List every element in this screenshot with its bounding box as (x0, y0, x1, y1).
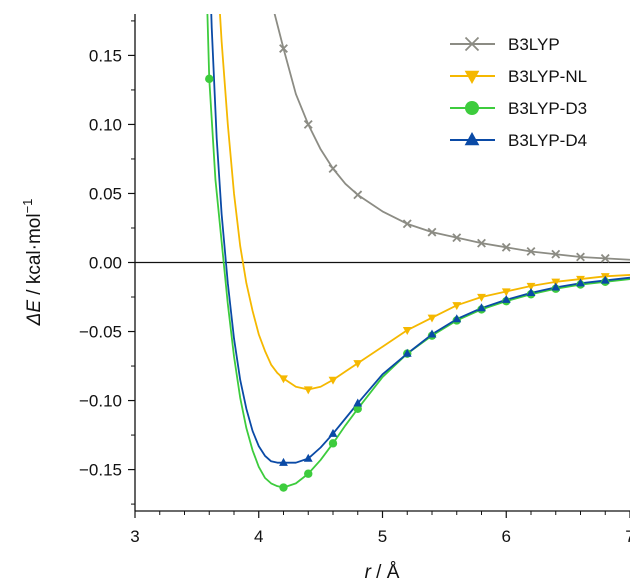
marker-triangle-up (600, 275, 610, 284)
series-line-b3lyp (273, 14, 630, 261)
marker-triangle-down (427, 314, 437, 323)
y-tick-label: 0.15 (89, 46, 122, 65)
x-axis-label: r / Å (365, 562, 400, 581)
y-tick-label: 0.05 (89, 184, 122, 203)
marker-x (328, 164, 338, 174)
marker-x (501, 242, 511, 252)
legend-item-b3lyp-nl: B3LYP-NL (450, 67, 587, 86)
marker-circle (304, 469, 313, 478)
marker-triangle-down (402, 326, 412, 335)
marker-triangle-down (328, 376, 338, 385)
marker-triangle-up (353, 398, 363, 407)
y-tick-label: −0.10 (79, 392, 122, 411)
marker-x (551, 249, 561, 259)
marker-x (402, 219, 412, 229)
marker-triangle-up (464, 131, 480, 146)
marker-x (279, 44, 288, 53)
marker-circle (279, 483, 288, 492)
marker-triangle-down (279, 375, 288, 384)
marker-triangle-up (576, 278, 585, 287)
ticks-layer: 3 4 5 6 7 0.15 0.10 0.05 0.00 −0.05 −0.10 −0.15 (79, 20, 630, 546)
marker-triangle-down (526, 282, 536, 291)
marker-x (576, 252, 585, 262)
x-axis-sep: / (371, 562, 387, 581)
y-axis-sep: / (24, 284, 45, 300)
y-axis-label: ΔE / kcal·mol−1 (20, 199, 45, 327)
marker-triangle-up (477, 303, 486, 312)
marker-triangle-up (402, 348, 412, 357)
legend-label: B3LYP-D4 (508, 131, 587, 150)
y-axis-exponent: −1 (20, 199, 35, 214)
y-tick-label: 0.00 (89, 254, 122, 273)
marker-triangle-up (501, 294, 511, 303)
marker-circle (328, 439, 338, 448)
legend-item-b3lyp-d4: B3LYP-D4 (450, 131, 587, 150)
y-tick-label: 0.10 (89, 115, 122, 134)
marker-triangle-down (303, 386, 313, 395)
marker-triangle-down (353, 360, 363, 369)
marker-triangle-down (452, 302, 462, 311)
marker-x (303, 120, 313, 129)
marker-circle (205, 74, 214, 84)
marker-x (526, 247, 536, 256)
x-tick-label: 3 (130, 527, 139, 546)
series-line-b3lyp-nl (219, 14, 630, 391)
y-tick-label: −0.05 (79, 323, 122, 342)
x-tick-label: 7 (625, 527, 630, 546)
x-axis-var: r (365, 562, 372, 581)
marker-x (600, 253, 610, 263)
marker-x (464, 36, 480, 52)
marker-circle (465, 101, 479, 115)
legend-label: B3LYP-NL (508, 67, 587, 86)
legend-item-b3lyp-d3: B3LYP-D3 (450, 99, 587, 118)
marker-x (477, 238, 486, 248)
x-tick-label: 4 (254, 527, 263, 546)
marker-circle (353, 404, 362, 414)
marker-triangle-up (452, 314, 462, 323)
marker-triangle-up (526, 288, 536, 297)
x-tick-label: 6 (502, 527, 511, 546)
marker-triangle-up (427, 329, 437, 338)
marker-triangle-up (303, 453, 313, 462)
markers-layer (205, 44, 610, 492)
marker-triangle-up (279, 457, 288, 466)
marker-x (427, 227, 437, 237)
y-axis-unit: kcal·mol (24, 213, 45, 284)
legend-label: B3LYP-D3 (508, 99, 587, 118)
legend: B3LYP B3LYP-NL B3LYP-D3 B3LYP-D4 (450, 35, 587, 150)
marker-triangle-down (464, 70, 480, 85)
x-axis-unit: Å (387, 562, 400, 581)
y-tick-label: −0.15 (79, 461, 122, 480)
legend-item-b3lyp: B3LYP (450, 35, 560, 54)
y-axis-var: ΔE (24, 300, 45, 327)
marker-triangle-down (501, 288, 511, 297)
x-tick-label: 5 (378, 527, 387, 546)
marker-x (452, 233, 462, 243)
marker-triangle-up (328, 428, 338, 437)
marker-triangle-up (551, 282, 561, 291)
marker-x (353, 190, 363, 200)
marker-triangle-down (477, 293, 486, 302)
legend-label: B3LYP (508, 35, 560, 54)
